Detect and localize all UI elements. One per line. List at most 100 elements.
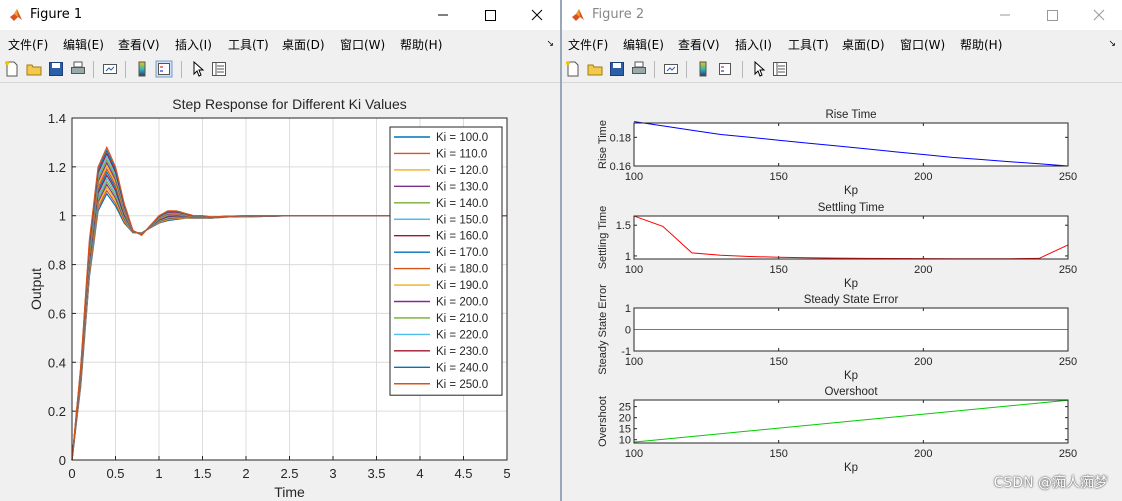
menu-bar: 文件(F) 编辑(E) 查看(V) 插入(I) 工具(T) 桌面(D) 窗口(W… [0,31,560,55]
pointer-icon[interactable] [750,60,768,78]
legend-entry: Ki = 150.0 [436,214,488,226]
x-tick-label: 3 [329,466,336,481]
subplot-title: Settling Time [818,202,884,214]
legend-entry: Ki = 120.0 [436,165,488,177]
window-divider [560,0,562,501]
x-tick-label: 200 [914,356,932,368]
print-icon[interactable] [630,60,648,78]
link-plot-icon[interactable] [101,60,119,78]
menu-help[interactable]: 帮助(H) [960,38,1003,52]
x-tick-label: 100 [625,171,643,183]
menu-edit[interactable]: 编辑(E) [63,38,104,52]
menu-window[interactable]: 窗口(W) [900,38,946,52]
figure-canvas: 100 150 200 250 0.16 0.18 Rise Time Kp Rise Time… [562,83,1122,501]
x-tick-label: 250 [1059,448,1077,460]
y-tick-label: 0.2 [48,404,66,419]
y-tick-label: 15 [619,424,631,436]
menu-tools[interactable]: 工具(T) [788,38,829,52]
menu-insert[interactable]: 插入(I) [735,38,772,52]
toolbar-dock-arrow-icon[interactable]: ↘ [1108,39,1116,49]
axes-box [71,117,508,461]
y-tick-label: 25 [619,402,631,414]
y-tick-label: 0.4 [48,355,66,370]
x-tick-label: 2.5 [280,466,298,481]
toolbar-separator [742,61,743,78]
menu-view[interactable]: 查看(V) [678,38,720,52]
maximize-icon[interactable] [467,0,513,30]
menu-tools[interactable]: 工具(T) [228,38,269,52]
matlab-logo-icon [10,9,22,21]
property-inspector-icon[interactable] [210,60,228,78]
toolbar-dock-arrow-icon[interactable]: ↘ [546,39,554,49]
x-tick-label: 0 [68,466,75,481]
x-tick-label: 1.5 [193,466,211,481]
menu-desktop[interactable]: 桌面(D) [842,38,885,52]
new-figure-icon[interactable] [3,60,21,78]
save-icon[interactable] [47,60,65,78]
close-icon[interactable] [514,0,560,30]
x-axis-label: Time [274,484,305,500]
legend-icon[interactable] [716,60,734,78]
y-tick-label: 20 [619,413,631,425]
new-figure-icon[interactable] [564,60,582,78]
toolbar-separator [93,61,94,78]
y-tick-label: 0.6 [48,306,66,321]
colorbar-icon[interactable] [694,60,712,78]
x-tick-label: 100 [625,356,643,368]
save-icon[interactable] [608,60,626,78]
x-tick-label: 0.5 [106,466,124,481]
menu-edit[interactable]: 编辑(E) [623,38,664,52]
figure-toolbar [562,56,1122,83]
menu-help[interactable]: 帮助(H) [400,38,443,52]
legend-entry: Ki = 190.0 [436,280,488,292]
legend-entry: Ki = 250.0 [436,379,488,391]
menu-file[interactable]: 文件(F) [8,38,49,52]
x-tick-label: 250 [1059,171,1077,183]
maximize-icon[interactable] [1029,0,1075,30]
y-axis-label: Rise Time [597,120,609,169]
menu-window[interactable]: 窗口(W) [340,38,386,52]
open-file-icon[interactable] [586,60,604,78]
legend-icon[interactable] [155,60,173,78]
menu-insert[interactable]: 插入(I) [175,38,212,52]
legend-entry: Ki = 220.0 [436,329,488,341]
x-tick-label: 4 [416,466,423,481]
y-tick-label: 0.16 [610,161,631,173]
menu-file[interactable]: 文件(F) [568,38,609,52]
x-tick-label: 100 [625,264,643,276]
property-inspector-icon[interactable] [771,60,789,78]
x-tick-label: 4.5 [454,466,472,481]
subplot-box [633,399,1069,444]
pointer-icon[interactable] [189,60,207,78]
subplot-box [633,122,1069,167]
minimize-icon[interactable] [982,0,1028,30]
title-bar[interactable]: Figure 1 [0,0,560,30]
step-response-plot: 0 0.5 1 1.5 2 2.5 3 3.5 4 4.5 5 0 0.2 0.4 0.6 0.8 1 1.2 1.… [28,96,511,500]
close-icon[interactable] [1076,0,1122,30]
y-tick-label: 1.2 [48,160,66,175]
menu-view[interactable]: 查看(V) [118,38,160,52]
figure-2-window: Figure 2 文件(F) 编辑(E) 查看(V) 插入(I) 工具(T) 桌… [562,0,1122,501]
subplot-title: Steady State Error [804,294,899,306]
minimize-icon[interactable] [420,0,466,30]
y-tick-label: 1 [625,251,631,263]
y-tick-label: 10 [619,435,631,447]
title-bar[interactable]: Figure 2 [562,0,1122,30]
toolbar-separator [654,61,655,78]
print-icon[interactable] [69,60,87,78]
x-tick-label: 200 [914,448,932,460]
subplot-box [633,307,1069,352]
open-file-icon[interactable] [25,60,43,78]
colorbar-icon[interactable] [133,60,151,78]
link-plot-icon[interactable] [662,60,680,78]
y-axis-label: Settling Time [597,206,609,270]
legend-entry: Ki = 140.0 [436,198,488,210]
y-tick-label: 1 [59,209,66,224]
x-tick-label: 150 [769,264,787,276]
y-tick-label: 0.8 [48,258,66,273]
x-tick-label: 150 [769,171,787,183]
menu-desktop[interactable]: 桌面(D) [282,38,325,52]
subplot-background [634,216,1068,259]
x-axis-label: Kp [844,462,858,474]
